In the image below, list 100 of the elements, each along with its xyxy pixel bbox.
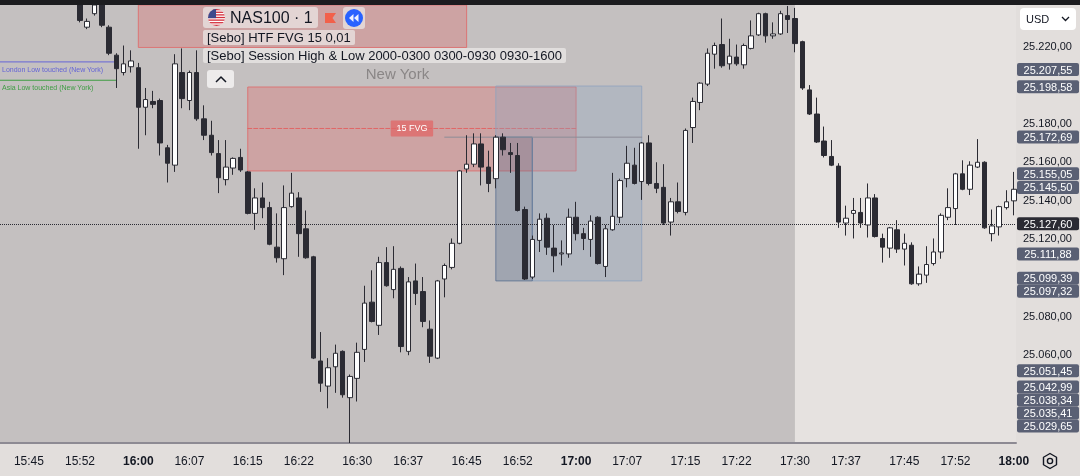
x-tick-label: 16:52 xyxy=(502,454,534,468)
candlestick xyxy=(960,159,965,191)
x-tick-label: 17:07 xyxy=(612,454,643,468)
candlestick xyxy=(391,245,396,299)
x-tick-label: 15:45 xyxy=(13,454,45,468)
candlestick xyxy=(362,285,367,363)
candlestick xyxy=(420,276,426,328)
candlestick xyxy=(902,233,907,266)
candlestick xyxy=(464,134,469,174)
candlestick xyxy=(435,279,440,360)
band-label: New York xyxy=(365,64,430,82)
annotation: [Sebo] Session High & Low 2000-0300 0300-0930 0930-1600 xyxy=(203,48,566,63)
text: 25.198,58 xyxy=(1023,80,1073,93)
x-tick-label: 16:00 xyxy=(122,454,154,468)
text: 25.099,39 xyxy=(1023,272,1073,285)
candlestick xyxy=(77,5,83,23)
candlestick xyxy=(442,263,447,298)
x-tick-label: 17:30 xyxy=(779,454,811,468)
candlestick xyxy=(318,331,323,393)
candlestick xyxy=(121,45,126,76)
candlestick xyxy=(508,142,513,174)
candlestick xyxy=(515,142,520,212)
candlestick xyxy=(486,150,491,193)
x-tick-label: 16:07 xyxy=(174,454,205,468)
candlestick xyxy=(712,42,717,70)
candlestick xyxy=(719,18,725,69)
ref-line-label: 25.127,60 xyxy=(1023,217,1073,230)
x-tick-label: 18:00 xyxy=(998,454,1030,468)
candlestick xyxy=(106,24,112,56)
y-tick-label: 25.160,00 xyxy=(1023,155,1072,168)
candlestick xyxy=(406,276,411,356)
candlestick xyxy=(807,84,812,116)
candlestick xyxy=(734,44,739,67)
x-tick-label: 16:22 xyxy=(283,454,315,468)
y-tick-label: 25.120,00 xyxy=(1023,232,1072,245)
y-tick-label: 25.140,00 xyxy=(1023,193,1072,206)
candlestick xyxy=(1011,171,1017,216)
candlestick xyxy=(260,182,265,219)
x-tick-label: 17:52 xyxy=(940,454,971,468)
candlestick xyxy=(311,255,316,360)
text: 25.029,65 xyxy=(1023,420,1073,433)
candlestick xyxy=(763,12,768,44)
text: 25.207,55 xyxy=(1023,63,1073,76)
candlestick xyxy=(165,144,170,184)
text: 25.042,99 xyxy=(1023,381,1073,394)
candlestick xyxy=(427,319,433,364)
candlestick xyxy=(967,160,973,196)
candlestick xyxy=(624,145,630,188)
candlestick xyxy=(384,246,389,288)
x-tick-label: 16:15 xyxy=(232,454,264,468)
candlestick xyxy=(785,5,790,34)
candlestick xyxy=(909,241,914,286)
candlestick xyxy=(340,349,345,399)
text: 25.097,32 xyxy=(1023,285,1073,298)
text: 25.111,88 xyxy=(1024,248,1072,261)
candlestick xyxy=(187,70,192,111)
candlestick xyxy=(617,178,623,224)
text: 25.172,69 xyxy=(1023,130,1073,143)
candlestick xyxy=(792,7,798,53)
candlestick xyxy=(975,138,980,169)
candlestick xyxy=(114,52,119,89)
candlestick xyxy=(559,239,564,266)
x-tick-label: 17:00 xyxy=(560,454,592,468)
candlestick xyxy=(778,10,783,36)
candlestick xyxy=(216,139,221,194)
candlestick xyxy=(289,172,294,209)
candlestick xyxy=(632,147,637,185)
y-tick-label: 25.220,00 xyxy=(1023,39,1072,52)
candlestick xyxy=(99,5,105,28)
text: 25.051,45 xyxy=(1023,364,1073,377)
candlestick xyxy=(924,245,929,284)
candlestick xyxy=(756,12,761,37)
x-tick-label: 15:52 xyxy=(64,454,96,468)
candlestick xyxy=(413,263,418,306)
x-tick-label: 17:45 xyxy=(889,454,920,468)
candlestick xyxy=(931,237,936,266)
x-tick-label: 17:15 xyxy=(670,454,701,468)
candlestick xyxy=(449,237,455,270)
candlestick xyxy=(201,104,207,141)
currency-selector: USD xyxy=(1020,8,1076,30)
candlestick xyxy=(581,227,586,251)
candlestick xyxy=(1004,189,1009,211)
candlestick xyxy=(194,49,199,122)
y-tick-label: 25.080,00 xyxy=(1023,309,1072,322)
y-tick-label: 25.060,00 xyxy=(1023,348,1072,361)
series-label: 15 FVG xyxy=(396,123,428,134)
text: 25.035,41 xyxy=(1023,407,1073,420)
candlestick xyxy=(143,87,148,136)
candlestick xyxy=(128,49,134,74)
candlestick xyxy=(800,40,805,91)
candlestick xyxy=(654,161,659,194)
candlestick xyxy=(209,120,214,156)
candlestick xyxy=(683,127,688,216)
text: 25.145,50 xyxy=(1023,181,1073,194)
text: 25.155,05 xyxy=(1023,167,1073,180)
y-axis-title: USD xyxy=(1026,13,1050,25)
candlestick xyxy=(829,139,834,167)
x-tick-label: 16:37 xyxy=(393,454,424,468)
candlestick xyxy=(530,235,535,280)
candlestick xyxy=(398,265,404,353)
